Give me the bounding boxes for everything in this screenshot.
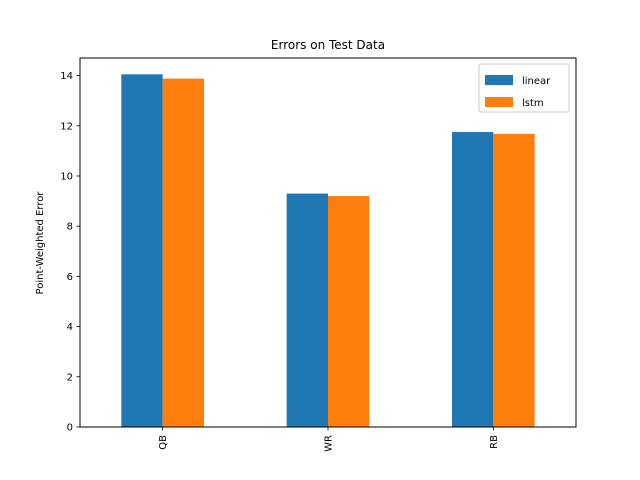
x-tick-label: RB — [489, 435, 500, 449]
y-tick-label: 0 — [67, 423, 73, 434]
legend: linear lstm — [478, 63, 570, 113]
legend-label-lstm: lstm — [522, 98, 544, 109]
bar-linear-wr — [286, 193, 328, 427]
bars-group — [121, 74, 535, 427]
x-tick-label: QB — [158, 435, 169, 450]
y-tick-label: 8 — [67, 222, 73, 233]
y-tick-label: 10 — [60, 171, 73, 182]
bar-linear-rb — [452, 132, 494, 427]
bar-lstm-rb — [493, 133, 535, 427]
legend-label-linear: linear — [522, 76, 551, 87]
bar-linear-qb — [121, 74, 163, 427]
y-tick-label: 6 — [67, 272, 73, 283]
ticks-group: 0 2 4 6 8 10 12 14 QB WR RB — [60, 71, 500, 452]
y-tick-label: 2 — [67, 372, 73, 383]
plot-frame — [79, 57, 577, 428]
y-tick-label: 4 — [67, 322, 73, 333]
y-tick-label: 14 — [60, 71, 73, 82]
y-axis-label: Point-Weighted Error — [35, 191, 46, 295]
bar-lstm-wr — [328, 196, 370, 427]
y-tick-label: 12 — [60, 121, 73, 132]
chart-title: Errors on Test Data — [271, 38, 385, 52]
legend-swatch-lstm — [485, 97, 513, 107]
bar-lstm-qb — [162, 78, 204, 427]
x-tick-label: WR — [324, 435, 335, 452]
legend-swatch-linear — [485, 75, 513, 85]
